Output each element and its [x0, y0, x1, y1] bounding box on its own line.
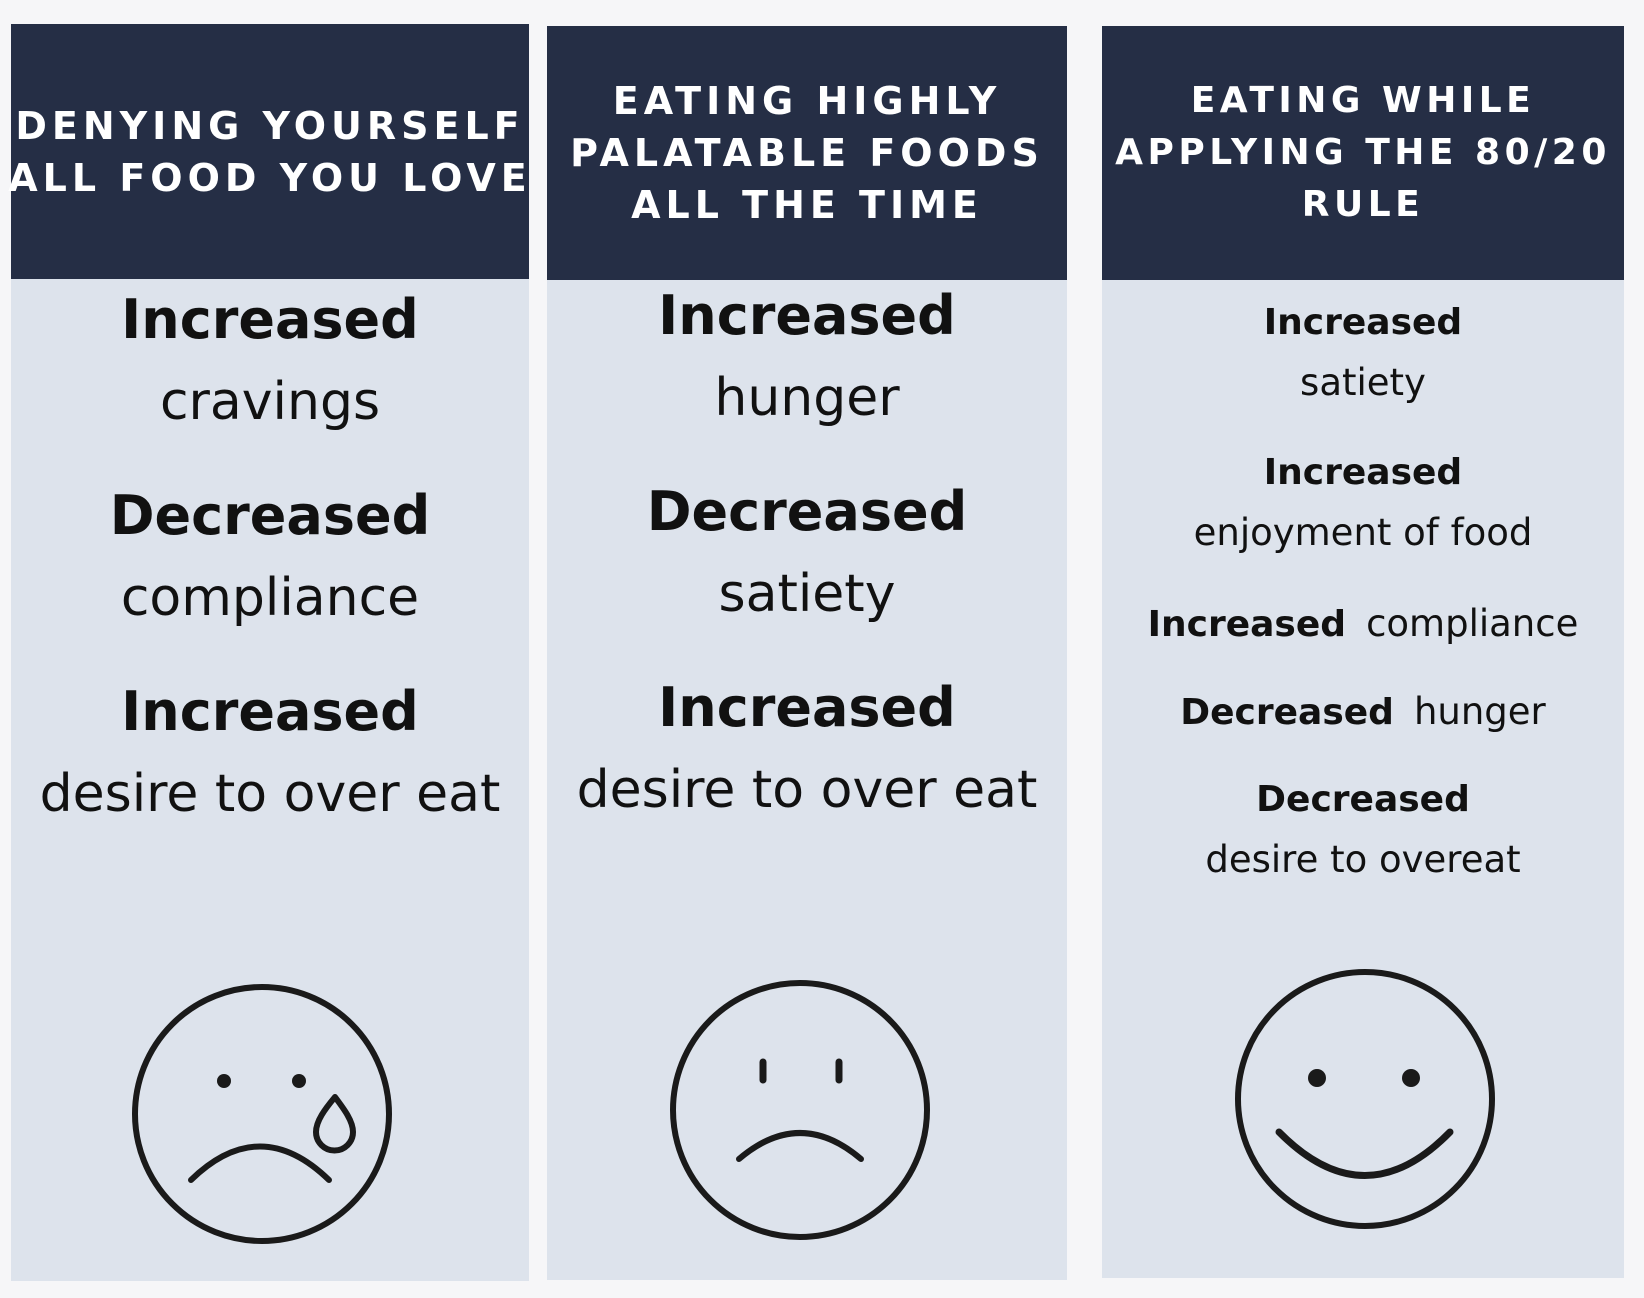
effect-item: Decreased compliance [11, 484, 529, 629]
effect-item: Increased satiety [1102, 301, 1624, 405]
effect-direction: Decreased [109, 484, 431, 547]
effect-label: satiety [1300, 361, 1426, 404]
effect-label: desire to over eat [576, 760, 1038, 820]
effect-label: hunger [714, 368, 900, 428]
sad-face-icon [670, 980, 930, 1240]
effect-label: desire to overeat [1205, 838, 1521, 881]
effect-item: Increased cravings [11, 288, 529, 433]
header-line: ALL FOOD YOU LOVE [8, 155, 532, 200]
header-line: DENYING YOURSELF [15, 103, 525, 148]
column-highly-palatable: EATING HIGHLY PALATABLE FOODS ALL THE TI… [547, 26, 1067, 1280]
header-line: EATING WHILE [1190, 80, 1536, 121]
column-header: DENYING YOURSELF ALL FOOD YOU LOVE [8, 24, 532, 279]
effect-label: cravings [159, 372, 381, 432]
effect-item: Increased compliance [1102, 602, 1624, 647]
effect-label: hunger [1413, 690, 1546, 733]
effect-label: enjoyment of food [1193, 511, 1533, 554]
effect-label: compliance [120, 568, 420, 628]
effect-label: desire to over eat [39, 764, 501, 824]
column-80-20-rule: EATING WHILE APPLYING THE 80/20 RULE Inc… [1102, 26, 1624, 1278]
header-line: ALL THE TIME [631, 183, 983, 227]
effect-direction: Decreased [646, 480, 968, 543]
effect-item: Decreased satiety [547, 480, 1067, 625]
header-line: APPLYING THE 80/20 [1115, 132, 1611, 173]
effect-direction: Increased [1263, 452, 1463, 493]
effect-item: Decreased desire to overeat [1102, 778, 1624, 882]
effect-label: satiety [718, 564, 896, 624]
effect-item: Increased desire to over eat [11, 680, 529, 825]
effect-direction: Increased [658, 284, 956, 347]
happy-face-icon [1235, 969, 1495, 1229]
header-line: RULE [1301, 184, 1425, 225]
effect-item: Increased desire to over eat [547, 676, 1067, 821]
effect-item: Increased enjoyment of food [1102, 451, 1624, 555]
effect-direction: Increased [658, 676, 956, 739]
effect-item: Decreased hunger [1102, 690, 1624, 735]
effect-direction: Increased [121, 288, 419, 351]
effect-direction: Increased [121, 680, 419, 743]
header-line: PALATABLE FOODS [570, 131, 1044, 175]
effect-label: compliance [1366, 602, 1579, 645]
effect-direction: Decreased [1180, 692, 1394, 733]
column-header: EATING WHILE APPLYING THE 80/20 RULE [1102, 26, 1624, 280]
effect-item: Increased hunger [547, 284, 1067, 429]
header-line: EATING HIGHLY [612, 79, 1002, 123]
crying-sad-face-icon [132, 984, 392, 1244]
column-denying-yourself: DENYING YOURSELF ALL FOOD YOU LOVE Incre… [8, 24, 532, 1281]
column-header: EATING HIGHLY PALATABLE FOODS ALL THE TI… [547, 26, 1067, 280]
effect-direction: Decreased [1256, 779, 1470, 820]
effect-direction: Increased [1147, 604, 1347, 645]
effect-direction: Increased [1263, 302, 1463, 343]
